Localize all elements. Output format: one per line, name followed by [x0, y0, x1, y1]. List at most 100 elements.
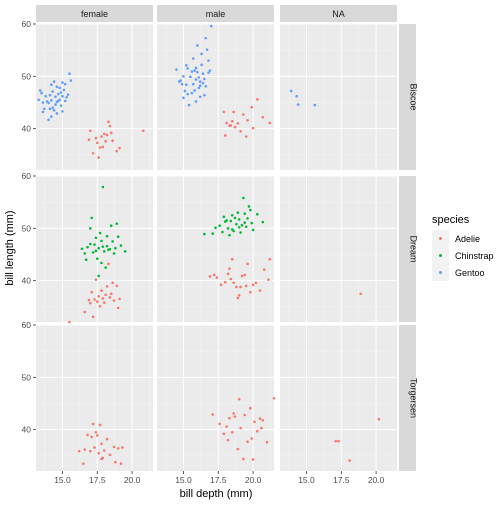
data-point-adelie	[108, 453, 112, 457]
data-point-adelie	[83, 448, 87, 451]
data-point-gentoo	[51, 106, 55, 110]
data-point-adelie	[223, 280, 227, 284]
data-point-adelie	[212, 273, 216, 277]
data-point-gentoo	[59, 91, 63, 94]
data-point-adelie	[211, 413, 215, 416]
data-point-adelie	[208, 275, 212, 278]
data-point-chinstrap	[105, 244, 109, 248]
data-point-adelie	[91, 315, 95, 319]
x-tick-label: 17.5	[89, 475, 106, 485]
data-point-gentoo	[54, 103, 57, 106]
data-point-adelie	[94, 430, 98, 434]
data-point-gentoo	[296, 103, 300, 106]
data-point-chinstrap	[94, 249, 98, 253]
y-tick-label: 60	[22, 19, 32, 29]
data-point-chinstrap	[247, 205, 251, 208]
data-point-gentoo	[196, 44, 199, 47]
data-point-chinstrap	[101, 245, 105, 248]
y-tick-label: 60	[22, 320, 32, 330]
data-point-gentoo	[63, 99, 67, 103]
data-point-adelie	[255, 98, 259, 101]
panel-background	[280, 176, 397, 322]
data-point-chinstrap	[114, 246, 117, 250]
data-point-adelie	[229, 277, 233, 281]
x-tick-label: 17.5	[333, 475, 350, 485]
data-point-gentoo	[198, 95, 202, 99]
data-point-adelie	[112, 299, 116, 302]
data-point-adelie	[68, 320, 71, 324]
y-tick-label: 40	[22, 425, 32, 435]
data-point-adelie	[118, 146, 121, 150]
data-point-chinstrap	[251, 228, 255, 232]
data-point-adelie	[116, 306, 120, 310]
facet-strip-row-label: Dream	[409, 235, 419, 262]
data-point-adelie	[116, 447, 120, 450]
data-point-adelie	[109, 131, 113, 135]
data-point-gentoo	[207, 59, 210, 62]
panel-background	[157, 176, 274, 322]
data-point-adelie	[223, 134, 227, 137]
data-point-chinstrap	[115, 222, 119, 225]
data-point-gentoo	[198, 80, 202, 83]
data-point-gentoo	[205, 48, 209, 51]
data-point-gentoo	[203, 77, 206, 81]
panel-background	[157, 24, 274, 170]
data-point-adelie	[87, 298, 91, 302]
data-point-chinstrap	[250, 221, 254, 225]
data-point-chinstrap	[237, 225, 241, 229]
data-point-adelie	[250, 437, 254, 440]
data-point-chinstrap	[105, 234, 109, 238]
data-point-adelie	[237, 294, 241, 297]
data-point-adelie	[101, 297, 105, 300]
facet-strip-col	[157, 5, 274, 22]
data-point-adelie	[337, 439, 340, 443]
legend-keys: Adelie Chinstrap Gentoo	[432, 230, 494, 281]
data-point-adelie	[253, 420, 256, 424]
data-point-adelie	[236, 447, 240, 451]
data-point-gentoo	[201, 72, 205, 76]
data-point-chinstrap	[246, 217, 249, 220]
legend: species Adelie Chinstrap Gentoo	[432, 214, 494, 281]
panel-background	[36, 176, 153, 322]
data-point-gentoo	[55, 85, 59, 89]
data-point-gentoo	[61, 94, 64, 98]
data-point-adelie	[97, 156, 100, 159]
data-point-adelie	[95, 141, 99, 145]
data-point-chinstrap	[109, 224, 113, 228]
data-point-chinstrap	[100, 261, 103, 265]
data-point-chinstrap	[123, 250, 127, 253]
facet-strip-col	[280, 5, 397, 22]
x-tick-label: 20.0	[368, 475, 385, 485]
data-point-adelie	[232, 412, 235, 415]
data-point-adelie	[89, 129, 92, 133]
facet-panel-torgersen-male	[157, 324, 274, 471]
data-point-gentoo	[66, 93, 70, 96]
data-point-adelie	[262, 268, 266, 271]
data-point-adelie	[218, 422, 221, 426]
data-point-adelie	[108, 124, 112, 128]
data-point-chinstrap	[214, 226, 217, 230]
data-point-gentoo	[54, 95, 57, 99]
data-point-adelie	[98, 146, 102, 149]
data-point-gentoo	[58, 86, 61, 90]
data-point-gentoo	[200, 52, 203, 56]
data-point-adelie	[242, 457, 245, 461]
data-point-gentoo	[41, 101, 45, 104]
data-point-adelie	[108, 296, 112, 299]
data-point-gentoo	[289, 89, 293, 93]
data-point-gentoo	[190, 91, 194, 95]
data-point-adelie	[107, 120, 110, 124]
data-point-gentoo	[208, 69, 212, 72]
data-point-adelie	[105, 437, 109, 441]
facet-panel-dream-male	[157, 175, 274, 322]
data-point-adelie	[98, 423, 102, 427]
facet-panels: female male NA Biscoe Dream Torgersen 40 50 60 40…	[22, 5, 419, 485]
data-point-gentoo	[210, 24, 213, 28]
data-point-chinstrap	[240, 223, 244, 227]
data-point-adelie	[272, 396, 276, 400]
data-point-adelie	[93, 298, 96, 301]
data-point-gentoo	[48, 93, 52, 97]
y-tick-label: 50	[22, 372, 32, 382]
panel-background	[36, 325, 153, 471]
